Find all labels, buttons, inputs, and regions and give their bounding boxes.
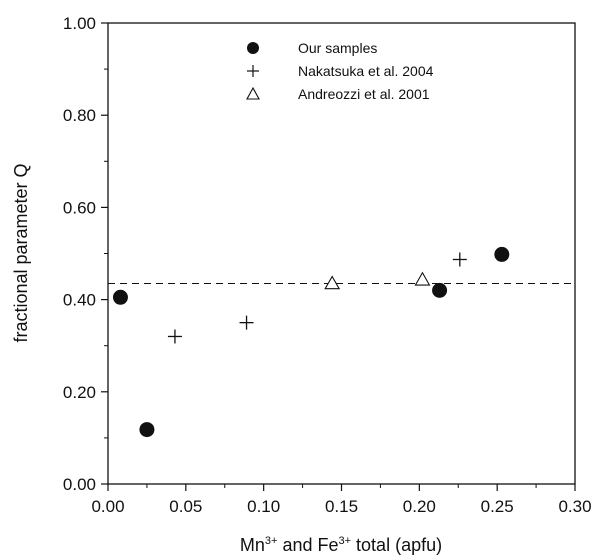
legend-marker	[247, 65, 259, 77]
data-point	[239, 315, 254, 330]
x-tick-label: 0.15	[325, 497, 358, 516]
data-point	[324, 275, 341, 290]
legend-label: Nakatsuka et al. 2004	[298, 63, 434, 79]
data-point	[414, 271, 431, 286]
y-tick-label: 0.60	[63, 198, 96, 217]
legend-marker	[247, 42, 259, 54]
legend-label: Andreozzi et al. 2001	[298, 86, 430, 102]
y-axis-ticks: 0.00 0.20 0.40 0.60 0.80 1.00	[63, 14, 108, 494]
legend-label: Our samples	[298, 40, 377, 56]
x-tick-label: 0.00	[91, 497, 124, 516]
data-point	[167, 329, 182, 344]
data-point	[139, 422, 155, 438]
data-point	[452, 252, 467, 267]
data-points	[112, 246, 510, 438]
x-tick-label: 0.10	[247, 497, 280, 516]
y-axis-title: fractional parameter Q	[11, 163, 31, 342]
x-tick-label: 0.20	[403, 497, 436, 516]
y-tick-label: 0.20	[63, 383, 96, 402]
x-tick-label: 0.25	[481, 497, 514, 516]
x-axis-ticks: 0.00 0.05 0.10 0.15 0.20 0.25 0.30	[91, 484, 592, 516]
x-tick-label: 0.05	[169, 497, 202, 516]
data-point	[112, 289, 128, 305]
y-tick-label: 0.80	[63, 106, 96, 125]
legend-marker	[246, 86, 260, 100]
legend: Our samples Nakatsuka et al. 2004 Andreozz…	[246, 40, 434, 102]
x-axis-title: Mn3+ and Fe3+ total (apfu)	[240, 535, 442, 555]
y-tick-label: 1.00	[63, 14, 96, 33]
y-tick-label: 0.00	[63, 475, 96, 494]
data-point	[494, 246, 510, 262]
x-tick-label: 0.30	[558, 497, 591, 516]
y-tick-label: 0.40	[63, 291, 96, 310]
data-point	[432, 282, 448, 298]
